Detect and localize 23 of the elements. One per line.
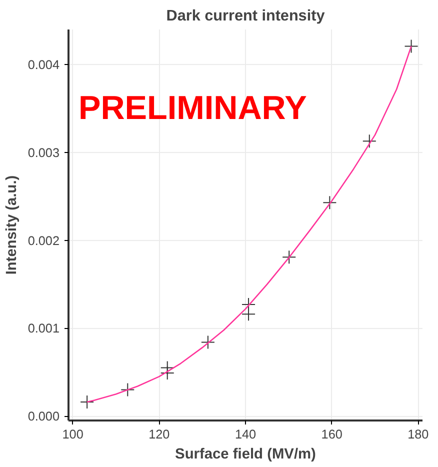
y-tick-label: 0.003	[28, 146, 60, 160]
y-tick-label: 0.004	[28, 58, 60, 72]
x-tick-label: 140	[234, 428, 256, 442]
point	[362, 134, 376, 148]
x-tick-label: 120	[148, 428, 170, 442]
x-tick-label: 160	[321, 428, 342, 442]
point	[404, 39, 418, 54]
y-tick-label: 0.001	[28, 322, 60, 336]
y-tick-label: 0.002	[28, 234, 60, 248]
point	[322, 196, 337, 210]
point	[80, 395, 94, 410]
x-tick-label: 180	[408, 428, 429, 442]
point	[282, 250, 296, 264]
annotation: PRELIMINARY	[78, 90, 307, 128]
x-axis-title: Surface field (MV/m)	[175, 446, 316, 462]
point	[200, 335, 215, 350]
y-tick-label: 0.000	[28, 410, 60, 424]
chart-title: Dark current intensity	[166, 8, 326, 24]
point	[160, 366, 174, 380]
point	[120, 382, 135, 397]
y-axis-title: Intensity (a.u.)	[4, 175, 20, 275]
x-tick-label: 100	[62, 428, 84, 442]
point	[242, 307, 256, 322]
